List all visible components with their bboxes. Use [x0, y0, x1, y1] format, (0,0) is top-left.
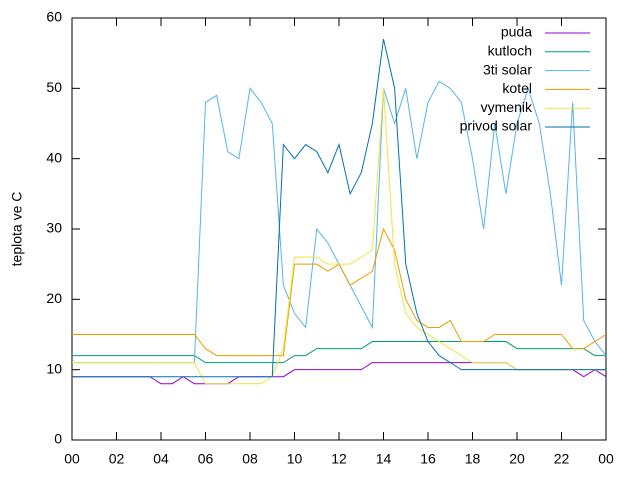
- x-tick-label: 14: [376, 451, 392, 467]
- x-tick-label: 10: [287, 451, 303, 467]
- x-tick-label: 20: [509, 451, 525, 467]
- series-line: [72, 362, 607, 385]
- x-tick-label: 16: [420, 451, 436, 467]
- legend-label: kotel: [502, 80, 532, 96]
- y-tick-label: 0: [54, 431, 62, 447]
- y-tick-label: 10: [46, 360, 62, 376]
- series-line: [72, 38, 606, 378]
- x-tick-label: 08: [242, 451, 258, 467]
- y-tick-label: 40: [46, 149, 62, 165]
- legend-label: puda: [501, 24, 532, 40]
- legend-label: vymenik: [481, 99, 533, 115]
- series-line: [72, 227, 607, 357]
- x-tick-label: 12: [331, 451, 347, 467]
- legend-label: privod solar: [460, 118, 533, 134]
- y-tick-label: 50: [46, 79, 62, 95]
- x-tick-label: 02: [109, 451, 125, 467]
- plot-border: [71, 17, 607, 441]
- series-line: [72, 341, 606, 364]
- y-axis-label: teplota ve C: [9, 192, 25, 267]
- y-tick-label: 20: [46, 290, 62, 306]
- legend-label: kutloch: [488, 43, 532, 59]
- y-tick-label: 30: [46, 220, 62, 236]
- x-tick-label: 04: [153, 451, 169, 467]
- y-tick-label: 60: [46, 9, 62, 25]
- x-tick-label: 22: [554, 451, 570, 467]
- x-tick-label: 18: [465, 451, 481, 467]
- x-tick-label: 00: [598, 451, 614, 467]
- legend-label: 3ti solar: [483, 61, 532, 77]
- x-tick-label: 06: [198, 451, 214, 467]
- x-tick-label: 00: [64, 451, 80, 467]
